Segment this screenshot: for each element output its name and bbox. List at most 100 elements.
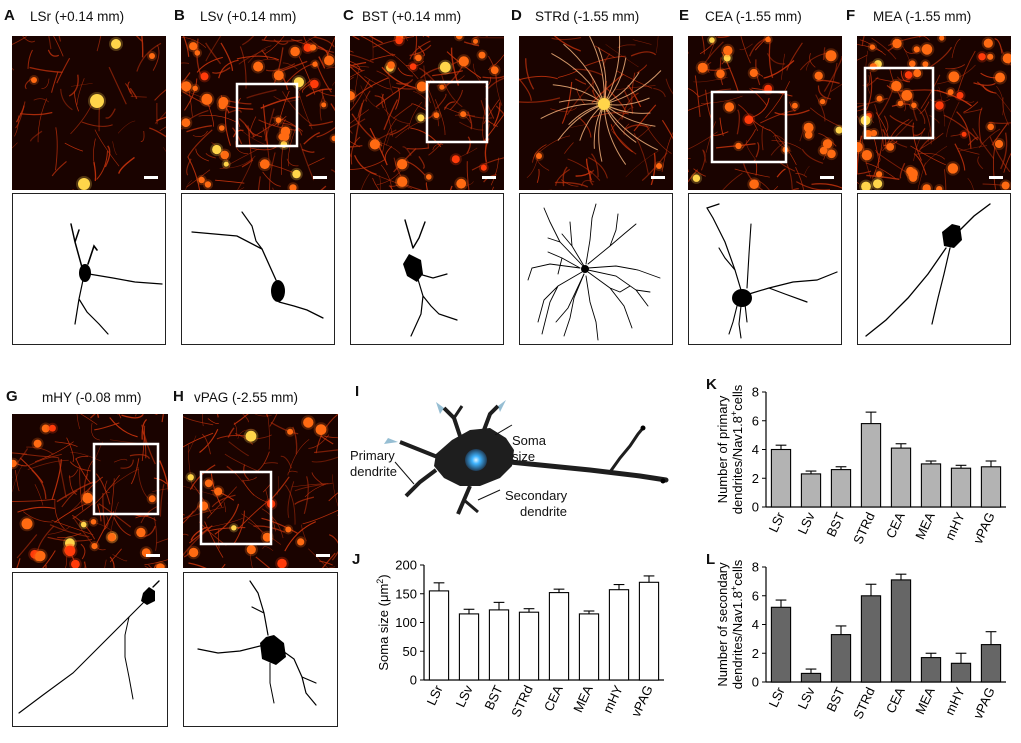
panel-label-A: A (4, 7, 15, 24)
chart-K-ytick: 0 (752, 500, 759, 515)
chart-J-bar-MEA (578, 613, 600, 681)
chart-K-xtick-MEA: MEA (912, 510, 938, 542)
panel-title-C: BST (+0.14 mm) (362, 9, 462, 24)
neuron-trace-D (519, 193, 673, 345)
chart-J-xtick-vPAG: vPAG (628, 683, 656, 719)
panel-label-H: H (173, 388, 184, 405)
chart-L-ylabel-line1: Number of secondary (715, 562, 730, 687)
chart-L-bar-BST (830, 634, 852, 683)
chart-J-xtick-BST: BST (481, 683, 505, 712)
chart-J-ytick: 100 (395, 615, 417, 630)
chart-L-bar-STRd (860, 595, 882, 683)
panel-title-G: mHY (-0.08 mm) (42, 390, 142, 405)
chart-L-ytick: 2 (752, 646, 759, 661)
chart-L-bar-MEA (920, 657, 942, 683)
panel-title-F: MEA (-1.55 mm) (873, 9, 972, 24)
panel-label-C: C (343, 7, 354, 24)
neuron-trace-A (12, 193, 166, 345)
panel-title-H: vPAG (-2.55 mm) (194, 390, 299, 405)
panel-label-I: I (355, 383, 360, 400)
chart-K-ylabel-line1: Number of primary (715, 395, 730, 503)
chart-L: 0 2 4 6 8 Number of secondary dendrites/Nav1.8… (714, 557, 1014, 737)
chart-L-bar-LSr (770, 606, 792, 683)
chart-J-ytick: 200 (395, 558, 417, 573)
chart-J-ytick: 50 (403, 644, 417, 659)
chart-K-ytick: 8 (752, 385, 759, 400)
micrograph-A (12, 36, 166, 190)
chart-L-ytick: 8 (752, 560, 759, 575)
chart-K-xtick-mHY: mHY (942, 510, 968, 543)
panel-label-E: E (679, 7, 690, 24)
panel-label-L: L (706, 551, 716, 568)
chart-J-ytick: 0 (410, 673, 417, 688)
chart-J-bar-LSv (458, 613, 480, 681)
chart-K-ytick: 6 (752, 413, 759, 428)
chart-J-xtick-MEA: MEA (570, 683, 596, 715)
chart-L-xtick-BST: BST (823, 685, 847, 714)
chart-J-svg: 0 50 100 150 200 Soma size (μm2) LSr LSv BST STRd… (375, 558, 664, 719)
chart-L-xtick-STRd: STRd (850, 685, 878, 721)
chart-K-bar-STRd (860, 423, 882, 508)
chart-K-xtick-STRd: STRd (850, 510, 878, 546)
chart-J-bar-vPAG (638, 581, 660, 681)
panel-label-K: K (706, 376, 717, 393)
panel-label-D: D (511, 7, 522, 24)
chart-L-ytick: 6 (752, 588, 759, 603)
chart-K-svg: 0 2 4 6 8 Number of primary dendrites/Nav1.8+c… (715, 384, 1006, 546)
chart-J-bar-BST (488, 609, 510, 681)
chart-K-bar-LSr (770, 448, 792, 508)
chart-L-bar-LSv (800, 672, 822, 683)
neuron-trace-F (857, 193, 1011, 345)
chart-J-ytick: 150 (395, 586, 417, 601)
panel-title-B: LSv (+0.14 mm) (200, 9, 297, 24)
chart-K-xtick-vPAG: vPAG (970, 510, 998, 546)
neuron-trace-E (688, 193, 842, 345)
chart-K-xtick-LSr: LSr (766, 509, 788, 534)
chart-L-bar-mHY (950, 662, 972, 683)
micrograph-G-svg (12, 414, 168, 568)
chart-J-bar-STRd (518, 611, 540, 681)
panel-label-J: J (352, 551, 361, 568)
neuron-trace-G (12, 572, 168, 727)
chart-L-bar-CEA (890, 579, 912, 683)
micrograph-B (181, 36, 335, 190)
label-primary-dendrite: Primary dendrite (350, 448, 397, 479)
chart-K-bar-MEA (920, 463, 942, 508)
micrograph-H (183, 414, 338, 568)
chart-K-bar-mHY (950, 467, 972, 508)
micrograph-F-svg (857, 36, 1011, 190)
chart-K-bar-LSv (800, 473, 822, 508)
micrograph-H-svg (183, 414, 338, 568)
chart-J-bar-LSr (428, 590, 450, 681)
micrograph-E (688, 36, 842, 190)
chart-J-xtick-mHY: mHY (600, 683, 626, 716)
chart-K-ytick: 4 (752, 442, 759, 457)
micrograph-A-svg (12, 36, 166, 190)
neuron-trace-H (183, 572, 338, 727)
micrograph-C (350, 36, 504, 190)
chart-J: 0 50 100 150 200 Soma size (μm2) LSr LSv BST STRd… (372, 555, 672, 735)
chart-J-xtick-CEA: CEA (541, 683, 566, 714)
chart-K-xtick-CEA: CEA (883, 510, 908, 541)
chart-L-ytick: 0 (752, 675, 759, 690)
chart-L-xtick-CEA: CEA (883, 685, 908, 716)
chart-L-bar-vPAG (980, 644, 1002, 683)
chart-K: 0 2 4 6 8 Number of primary dendrites/Nav1.8+c… (714, 382, 1014, 562)
chart-K-xtick-BST: BST (823, 510, 847, 539)
micrograph-E-svg (688, 36, 842, 190)
micrograph-D-svg (519, 36, 673, 190)
panel-label-B: B (174, 7, 185, 24)
chart-L-svg: 0 2 4 6 8 Number of secondary dendrites/Nav1.8… (715, 559, 1006, 721)
chart-J-xtick-LSv: LSv (453, 682, 476, 709)
chart-J-bar-CEA (548, 592, 570, 681)
chart-L-xtick-MEA: MEA (912, 685, 938, 717)
micrograph-D (519, 36, 673, 190)
chart-L-ylabel-line2: dendrites/Nav1.8+cells (729, 559, 745, 689)
neuron-trace-B (181, 193, 335, 345)
label-soma: Soma size (512, 433, 547, 464)
chart-K-xtick-LSv: LSv (795, 509, 818, 536)
micrograph-B-svg (181, 36, 335, 190)
neuron-schematic: Soma size Primary dendrite Secondary dendri… (340, 400, 685, 525)
panel-label-G: G (6, 388, 18, 405)
panel-title-A: LSr (+0.14 mm) (30, 9, 125, 24)
